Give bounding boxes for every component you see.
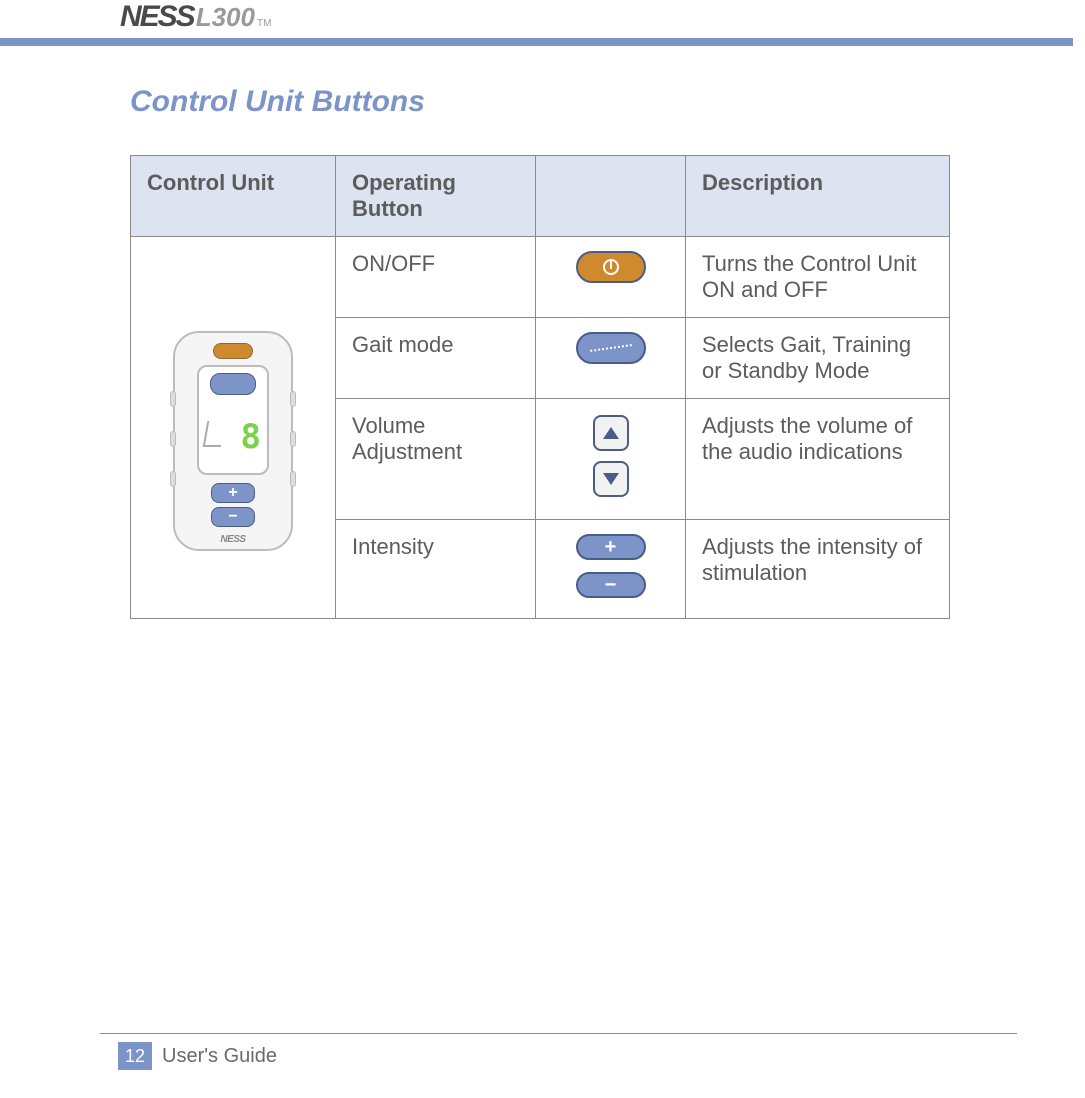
op-button-label: Gait mode [336,318,536,399]
page-title: Control Unit Buttons [130,85,425,119]
brand-tm: TM [257,18,271,29]
intensity-minus-icon: − [576,572,646,598]
device-on-button-icon [213,343,253,359]
intensity-plus-icon: + [576,534,646,560]
volume-up-icon [593,415,629,451]
th-icon [536,156,686,237]
page-number: 12 [118,1042,152,1070]
table-row: 8 + − NESS ON/OFF Turns the Control Unit… [131,237,950,318]
device-brand: NESS [173,534,293,545]
op-button-desc: Adjusts the volume of the audio indicati… [686,399,950,520]
volume-down-icon [593,461,629,497]
control-unit-cell: 8 + − NESS [131,237,336,619]
header-rule [0,38,1073,46]
device-gait-button-icon [210,373,256,395]
op-button-icon-cell [536,399,686,520]
footer-rule [100,1033,1017,1034]
brand-name: NESS [120,0,194,34]
on-off-icon [576,251,646,283]
op-button-icon-cell: + − [536,520,686,619]
op-button-label: Volume Adjustment [336,399,536,520]
op-button-label: ON/OFF [336,237,536,318]
brand-logo: NESS L300 TM [120,0,281,34]
th-description: Description [686,156,950,237]
brand-model: L300 [196,2,255,33]
footer-label: User's Guide [162,1045,277,1068]
device-plus-button-icon: + [211,483,255,503]
buttons-table: Control Unit Operating Button Descriptio… [130,155,950,619]
th-control-unit: Control Unit [131,156,336,237]
gait-mode-icon [576,332,646,364]
device-minus-button-icon: − [211,507,255,527]
op-button-icon-cell [536,237,686,318]
control-unit-illustration: 8 + − NESS [173,331,293,551]
device-digit: 8 [241,417,261,457]
op-button-desc: Adjusts the intensity of stimulation [686,520,950,619]
th-operating-button: Operating Button [336,156,536,237]
op-button-icon-cell [536,318,686,399]
op-button-desc: Selects Gait, Training or Standby Mode [686,318,950,399]
op-button-label: Intensity [336,520,536,619]
table-header-row: Control Unit Operating Button Descriptio… [131,156,950,237]
op-button-desc: Turns the Control Unit ON and OFF [686,237,950,318]
